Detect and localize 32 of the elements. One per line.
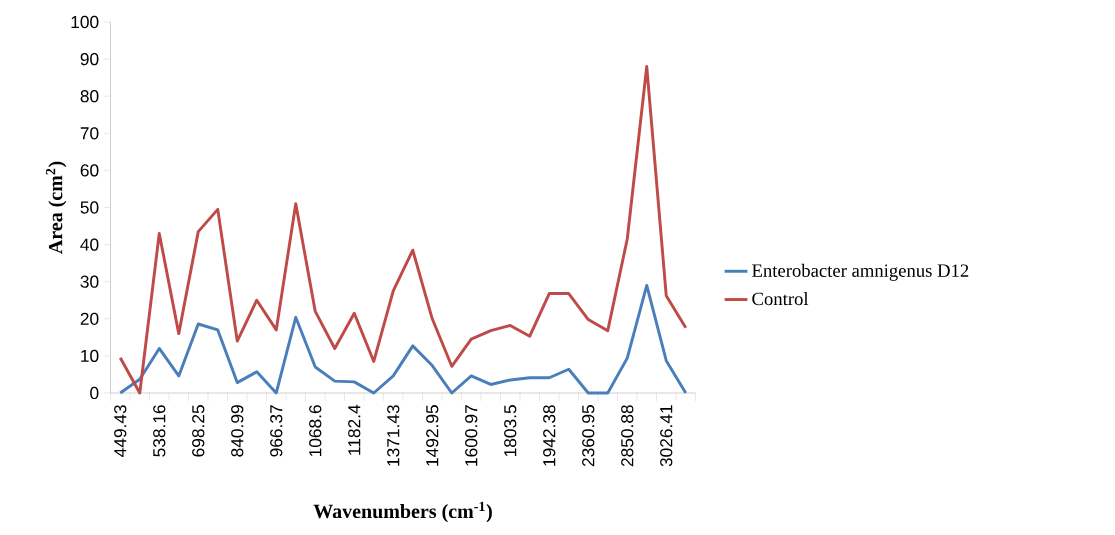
y-tick-label: 60 [80,164,99,177]
x-tick-label: 1600.97 [465,405,478,466]
x-tick-label: 449.43 [114,405,127,457]
legend-label: Control [752,292,809,306]
x-tick-label: 1803.5 [504,405,517,457]
y-tick-label: 100 [71,15,99,29]
x-tick-label: 1371.43 [387,405,400,466]
y-axis-title: Area (cm$^{2}$) [45,161,67,254]
y-tick-label: 10 [81,349,99,363]
x-tick-label: 3026.41 [660,405,673,467]
x-tick-label: 2850.88 [621,405,634,467]
x-tick-label: 698.25 [192,405,205,457]
y-tick-label: 50 [80,201,99,214]
y-tick-label: 80 [80,90,99,103]
x-tick-label: 1942.38 [543,405,556,466]
line-series [118,65,688,395]
y-tick-label: 90 [80,52,99,66]
x-tick-label: 2360.95 [582,405,595,467]
y-tick-label: 30 [80,275,99,288]
y-tick-label: 70 [80,127,99,140]
x-tick-label: 1068.6 [309,405,322,457]
y-tick-label: 20 [80,312,99,325]
y-tick-label: 0 [90,386,99,400]
x-tick-label: 966.37 [270,405,283,457]
x-tick-label: 1182.4 [348,404,361,455]
x-tick-label: 840.99 [231,405,244,457]
x-axis-title: Wavenumbers (cm$^{-1}$) [313,501,492,523]
y-tick-label: 40 [80,238,99,251]
x-tick-label: 538.16 [153,405,166,457]
line-series [118,283,688,395]
legend-label: Enterobacter amnigenus D12 [752,263,969,281]
x-tick-label: 1492.95 [426,405,439,466]
